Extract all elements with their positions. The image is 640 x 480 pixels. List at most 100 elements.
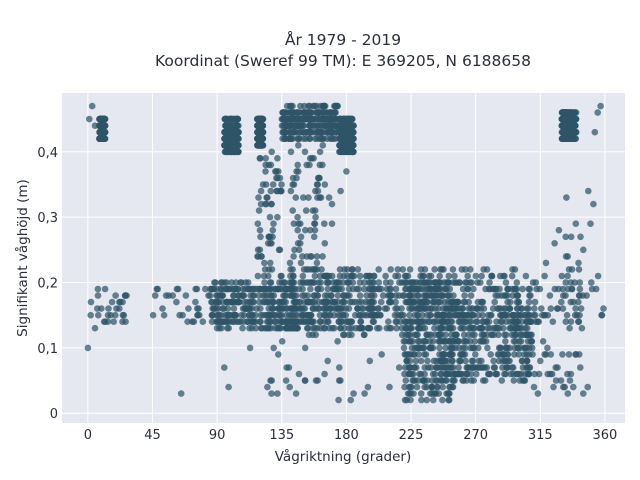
data-point: [465, 331, 473, 339]
data-point: [451, 331, 459, 339]
data-point: [232, 142, 239, 149]
data-point: [223, 122, 231, 129]
data-point: [565, 266, 573, 273]
data-point: [328, 122, 335, 129]
data-point: [498, 318, 506, 326]
data-point: [526, 364, 533, 371]
data-point: [524, 311, 532, 319]
data-point: [331, 298, 339, 306]
data-point: [334, 338, 341, 345]
data-point: [336, 115, 344, 123]
data-point: [264, 383, 271, 391]
data-point: [439, 396, 446, 404]
data-point: [269, 181, 277, 188]
data-point: [438, 331, 445, 339]
data-point: [386, 383, 393, 391]
data-point: [336, 364, 343, 371]
x-axis-label: Vågriktning (grader): [275, 448, 412, 465]
data-point: [185, 305, 192, 312]
data-point: [254, 272, 262, 280]
data-point: [88, 102, 96, 110]
data-point: [552, 377, 560, 384]
data-point: [296, 298, 304, 306]
data-point: [562, 279, 569, 286]
data-point: [570, 383, 577, 391]
data-point: [455, 338, 462, 345]
data-point: [320, 311, 328, 319]
data-point: [230, 292, 237, 299]
data-point: [406, 292, 413, 299]
data-point: [246, 311, 253, 319]
data-point: [405, 318, 413, 326]
data-point: [382, 279, 390, 286]
data-point: [455, 357, 463, 365]
data-point: [571, 311, 579, 319]
data-point: [310, 233, 318, 241]
data-point: [265, 161, 273, 169]
data-point: [300, 266, 308, 273]
data-point: [512, 338, 519, 345]
data-point: [302, 207, 310, 214]
data-point: [310, 279, 318, 286]
data-point: [224, 128, 232, 136]
data-point: [264, 194, 271, 201]
data-point: [555, 226, 563, 234]
data-point: [287, 266, 294, 273]
data-point: [414, 338, 422, 345]
data-point: [501, 292, 509, 299]
data-point: [265, 233, 273, 241]
data-point: [522, 272, 530, 280]
data-point: [530, 383, 538, 391]
data-point: [324, 357, 332, 365]
data-point: [278, 272, 285, 280]
data-point: [561, 383, 568, 391]
data-point: [430, 298, 438, 306]
data-point: [430, 318, 437, 326]
data-point: [424, 298, 431, 306]
data-point: [479, 338, 487, 345]
data-point: [534, 390, 542, 397]
data-point: [208, 298, 215, 306]
data-point: [472, 272, 480, 280]
data-point: [417, 357, 425, 365]
data-point: [177, 390, 185, 397]
data-point: [219, 318, 227, 326]
data-point: [320, 324, 328, 332]
data-point: [306, 226, 314, 234]
data-point: [256, 226, 264, 234]
data-point: [244, 318, 251, 326]
data-point: [502, 305, 509, 312]
data-point: [256, 285, 264, 293]
x-tick-label: 90: [209, 428, 226, 443]
data-point: [366, 324, 374, 332]
data-point: [364, 305, 372, 312]
data-point: [293, 128, 301, 136]
data-point: [364, 383, 372, 391]
data-point: [309, 207, 317, 214]
data-point: [267, 311, 275, 319]
data-point: [94, 285, 102, 293]
y-tick-label: 0,1: [37, 342, 58, 357]
data-point: [494, 324, 502, 332]
data-point: [459, 377, 467, 384]
data-point: [532, 311, 539, 319]
data-point: [292, 305, 300, 312]
data-point: [420, 377, 428, 384]
data-point: [491, 298, 499, 306]
data-point: [519, 357, 526, 365]
data-point: [94, 292, 102, 299]
data-point: [316, 148, 324, 156]
data-point: [590, 200, 597, 208]
data-point: [528, 331, 535, 339]
data-point: [300, 194, 307, 201]
data-point: [278, 181, 285, 188]
data-point: [307, 285, 314, 293]
x-tick-label: 0: [84, 428, 92, 443]
data-point: [403, 396, 411, 404]
data-point: [410, 390, 417, 397]
data-point: [343, 122, 351, 129]
data-point: [570, 298, 577, 306]
data-point: [461, 292, 468, 299]
data-point: [416, 324, 423, 332]
data-point: [588, 279, 595, 286]
